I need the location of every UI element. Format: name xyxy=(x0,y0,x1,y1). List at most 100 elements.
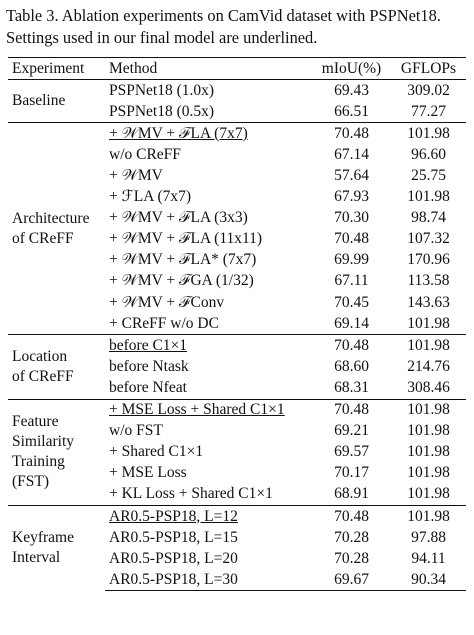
method-cell: + CReFF w/o DC xyxy=(109,314,219,332)
miou-cell: 70.30 xyxy=(334,209,369,227)
method-cell: + 𝒲MV + ℱLA (11x11) xyxy=(109,230,263,248)
table-row: Baseline PSPNet18 (1.0x) 69.43 309.02 xyxy=(8,79,466,123)
miou-cell: 70.48 xyxy=(312,504,391,528)
gflops-cell: 101.98 xyxy=(391,398,466,421)
miou-cell: 66.51 xyxy=(334,102,369,120)
table-row: + 𝒲MV 57.64 25.75 xyxy=(8,165,466,186)
gflops-cell: 101.98 xyxy=(407,485,450,503)
group-label-line: (FST) xyxy=(12,473,50,491)
gflops-cell: 90.34 xyxy=(391,569,466,592)
table-row: + MSE Loss 70.17 101.98 xyxy=(8,463,466,484)
group-label-line: Similarity xyxy=(12,433,74,451)
header-experiment: Experiment xyxy=(8,56,105,81)
table-row: + 𝒲MV + ℱGA (1/32) 67.11 113.58 xyxy=(8,271,466,292)
table-row: AR0.5-PSP18, L=30 69.67 90.34 xyxy=(8,569,466,592)
miou-cell: 67.14 xyxy=(334,145,369,163)
method-cell: AR0.5-PSP18, L=15 xyxy=(109,528,238,546)
miou-cell: 67.93 xyxy=(334,188,369,206)
method-cell: + ℱLA (7x7) xyxy=(109,188,192,206)
table-row: + 𝒲MV + ℱLA* (7x7) 69.99 170.96 xyxy=(8,250,466,271)
miou-cell: 57.64 xyxy=(334,167,369,185)
method-cell: before Ntask xyxy=(109,357,189,375)
miou-cell: 68.60 xyxy=(334,357,369,375)
gflops-cell: 77.27 xyxy=(411,102,446,120)
gflops-cell: 101.98 xyxy=(407,422,450,440)
method-cell: + Shared C1×1 xyxy=(109,443,204,461)
group-location: Location of CReFF before C1×1 70.48 101.… xyxy=(8,334,466,399)
gflops-cell: 101.98 xyxy=(391,504,466,528)
table-caption: Table 3. Ablation experiments on CamVid … xyxy=(6,5,468,49)
group-label-line: Architecture xyxy=(12,209,90,227)
table-row: Architecture of CReFF + 𝒲MV + ℱLA (7x7) … xyxy=(8,122,466,335)
table-row: before Ntask 68.60 214.76 xyxy=(8,356,466,377)
group-baseline: Baseline PSPNet18 (1.0x) 69.43 309.02 PS… xyxy=(8,79,466,123)
miou-cell: 70.48 xyxy=(312,398,391,421)
method-cell: before C1×1 xyxy=(105,334,312,357)
table-row: + 𝒲MV + ℱLA (3x3) 70.30 98.74 xyxy=(8,208,466,229)
group-label-line: Training xyxy=(12,453,65,471)
header-method: Method xyxy=(105,56,312,81)
group-label-line: Location xyxy=(12,347,68,365)
gflops-cell: 143.63 xyxy=(407,293,450,311)
method-cell: + 𝒲MV + ℱLA (7x7) xyxy=(105,122,312,145)
method-formula: + MSE Loss + Shared C1×1 xyxy=(109,401,285,419)
gflops-cell: 96.60 xyxy=(411,145,446,163)
gflops-cell: 25.75 xyxy=(411,167,446,185)
miou-cell: 67.11 xyxy=(334,272,369,290)
table-row: Feature Similarity Training (FST) + MSE … xyxy=(8,398,466,506)
method-cell: + KL Loss + Shared C1×1 xyxy=(109,485,273,503)
group-fst: Feature Similarity Training (FST) + MSE … xyxy=(8,398,466,506)
miou-cell: 70.45 xyxy=(334,293,369,311)
gflops-cell: 101.98 xyxy=(407,464,450,482)
table-row: Keyframe Interval AR0.5-PSP18, L=12 70.4… xyxy=(8,504,466,591)
miou-cell: 69.43 xyxy=(312,79,391,102)
method-cell: w/o FST xyxy=(109,422,163,440)
gflops-cell: 214.76 xyxy=(407,357,450,375)
header-gflops: GFLOPs xyxy=(391,56,466,81)
gflops-cell: 94.11 xyxy=(411,549,446,567)
method-formula: + 𝒲MV + ℱLA (7x7) xyxy=(109,124,248,142)
method-formula: AR0.5-PSP18, L=12 xyxy=(109,507,238,525)
gflops-cell: 107.32 xyxy=(407,230,450,248)
gflops-cell: 170.96 xyxy=(407,251,450,269)
miou-cell: 69.57 xyxy=(334,443,369,461)
method-cell: + MSE Loss + Shared C1×1 xyxy=(105,398,312,421)
group-architecture: Architecture of CReFF + 𝒲MV + ℱLA (7x7) … xyxy=(8,122,466,335)
table-row: + Shared C1×1 69.57 101.98 xyxy=(8,442,466,463)
group-label-location: Location of CReFF xyxy=(8,334,105,399)
gflops-cell: 309.02 xyxy=(391,79,466,102)
miou-cell: 70.28 xyxy=(334,549,369,567)
caption-line-2: Settings used in our final model are und… xyxy=(6,28,318,47)
group-label-line: Interval xyxy=(12,549,61,567)
miou-cell: 68.31 xyxy=(334,378,369,396)
group-label-line: of CReFF xyxy=(12,367,74,385)
method-cell: PSPNet18 (0.5x) xyxy=(109,102,215,120)
gflops-cell: 113.58 xyxy=(407,272,450,290)
group-label-line: Keyframe xyxy=(12,529,74,547)
gflops-cell: 308.46 xyxy=(407,378,450,396)
group-label-baseline: Baseline xyxy=(8,79,105,123)
gflops-cell: 101.98 xyxy=(391,334,466,357)
method-cell: AR0.5-PSP18, L=12 xyxy=(105,504,312,528)
ablation-table: Experiment Method mIoU(%) GFLOPs Baselin… xyxy=(8,56,466,592)
method-cell: AR0.5-PSP18, L=20 xyxy=(109,549,238,567)
miou-cell: 70.28 xyxy=(334,528,369,546)
table-row: + ℱLA (7x7) 67.93 101.98 xyxy=(8,187,466,208)
table-row: + CReFF w/o DC 69.14 101.98 xyxy=(8,313,466,335)
gflops-cell: 101.98 xyxy=(407,314,450,332)
miou-cell: 70.17 xyxy=(334,464,369,482)
miou-cell: 70.48 xyxy=(312,122,391,145)
table-row: w/o CReFF 67.14 96.60 xyxy=(8,144,466,165)
header-miou: mIoU(%) xyxy=(312,56,391,81)
method-cell: w/o CReFF xyxy=(109,145,181,163)
miou-cell: 70.48 xyxy=(334,230,369,248)
gflops-cell: 98.74 xyxy=(411,209,446,227)
table-row: + KL Loss + Shared C1×1 68.91 101.98 xyxy=(8,484,466,506)
table-row: before Nfeat 68.31 308.46 xyxy=(8,377,466,399)
miou-cell: 70.48 xyxy=(312,334,391,357)
group-label-architecture: Architecture of CReFF xyxy=(8,122,105,335)
method-formula: before C1×1 xyxy=(109,336,188,354)
method-cell: + 𝒲MV + ℱLA (3x3) xyxy=(109,209,248,227)
method-cell: PSPNet18 (1.0x) xyxy=(105,79,312,102)
group-label-keyframe: Keyframe Interval xyxy=(8,504,105,591)
